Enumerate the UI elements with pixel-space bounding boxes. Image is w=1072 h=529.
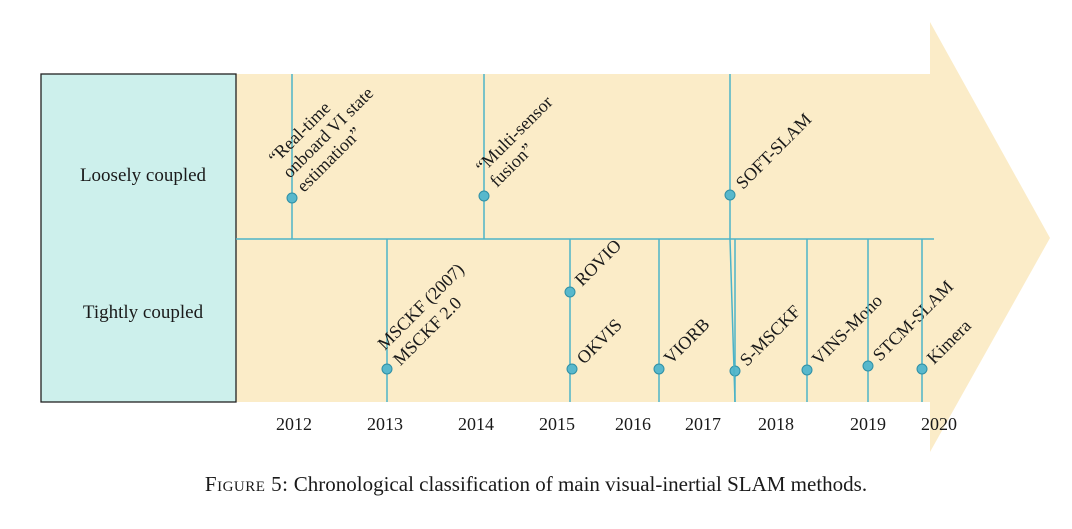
year-label-2018: 2018 xyxy=(758,414,794,434)
method-marker-dot xyxy=(381,363,393,375)
year-label-2015: 2015 xyxy=(539,414,575,434)
method-marker-dot xyxy=(478,190,490,202)
year-label-2016: 2016 xyxy=(615,414,651,434)
method-marker-dot xyxy=(801,364,813,376)
timeline-arrow xyxy=(236,22,1050,452)
year-label-2013: 2013 xyxy=(367,414,403,434)
figure-caption: Figure 5: Chronological classification o… xyxy=(0,472,1072,497)
figure-caption-prefix: Figure 5: xyxy=(204,472,289,496)
row-label-loosely: Loosely coupled xyxy=(80,165,207,186)
year-label-2012: 2012 xyxy=(276,414,312,434)
method-marker-dot xyxy=(653,363,665,375)
year-label-2017: 2017 xyxy=(685,414,721,434)
year-label-2019: 2019 xyxy=(850,414,886,434)
timeline-diagram: Loosely coupled Tightly coupled “Real-ti… xyxy=(40,22,1050,452)
method-marker-dot xyxy=(916,363,928,375)
row-label-tightly: Tightly coupled xyxy=(83,302,204,323)
marker-line xyxy=(729,238,736,403)
figure-caption-text: Chronological classification of main vis… xyxy=(288,472,868,496)
method-marker-dot xyxy=(564,286,576,298)
method-marker-dot xyxy=(566,363,578,375)
method-marker-dot xyxy=(729,365,741,377)
method-marker-dot xyxy=(286,192,298,204)
method-marker-dot xyxy=(724,189,736,201)
method-marker-dot xyxy=(862,360,874,372)
row-label-panel xyxy=(40,73,237,403)
year-label-2020: 2020 xyxy=(921,414,957,434)
year-label-2014: 2014 xyxy=(458,414,494,434)
